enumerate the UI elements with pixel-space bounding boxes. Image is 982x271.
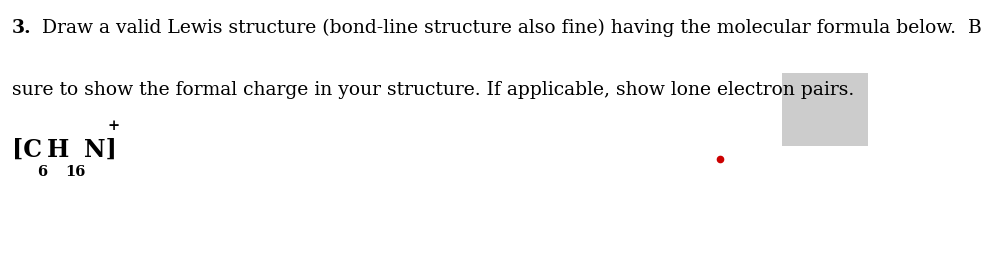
Text: N]: N] (84, 138, 117, 162)
Text: Draw a valid Lewis structure (bond-line structure also fine) having the molecula: Draw a valid Lewis structure (bond-line … (36, 19, 982, 37)
Text: sure to show the formal charge in your structure. If applicable, show lone elect: sure to show the formal charge in your s… (12, 81, 854, 99)
Text: 6: 6 (37, 165, 47, 179)
Text: 3.: 3. (12, 19, 31, 37)
Text: H: H (47, 138, 70, 162)
Text: 16: 16 (65, 165, 85, 179)
FancyBboxPatch shape (782, 73, 868, 146)
Text: [C: [C (12, 138, 42, 162)
Text: +: + (107, 119, 119, 133)
